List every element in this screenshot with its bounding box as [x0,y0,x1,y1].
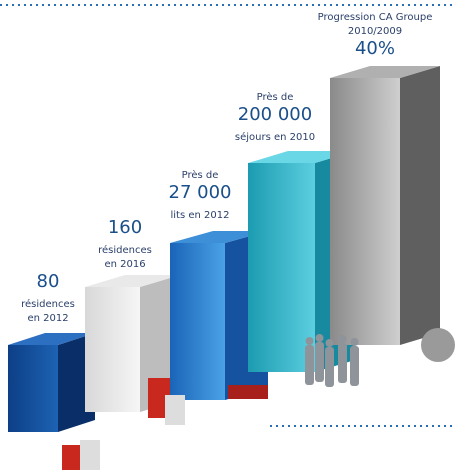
caption: séjours en 2010 [235,131,315,143]
caption: résidences [98,244,152,256]
bar-top [85,275,180,287]
building [148,378,170,418]
person-figure [350,346,359,386]
headline-value: 200 000 [238,104,312,125]
person-head [325,339,334,347]
bar-front [85,287,140,412]
headline-value: 40% [355,38,395,59]
bar-front [8,345,58,432]
building [62,445,84,470]
bar-top [170,231,268,243]
headline-value: 160 [108,217,142,238]
person-head [350,338,359,346]
caption: 2010/2009 [348,26,402,37]
person-head [338,335,347,343]
headline-value: 27 000 [169,182,232,203]
caption: lits en 2012 [171,210,230,221]
caption: Près de [182,169,219,181]
caption: résidences [21,298,75,310]
building [165,395,185,425]
person-figure [305,345,314,385]
bar-front [330,78,400,345]
bar-top [8,333,95,345]
bar-front [170,243,225,400]
bar-front [248,163,315,372]
caption: en 2016 [104,259,145,270]
bar-top [330,66,440,78]
person-head [305,337,314,345]
headline-value: 80 [37,271,60,292]
bed [228,385,268,399]
person-figure [325,347,334,387]
caption: Progression CA Groupe [318,12,433,23]
person-figure [338,343,347,383]
building [80,440,100,470]
person-figure [315,342,324,382]
person-head [315,334,324,342]
caption: en 2012 [27,313,68,324]
bar-top [248,151,355,163]
caption: Près de [257,91,294,103]
euro-coin [421,328,455,362]
bar-side [400,66,440,345]
